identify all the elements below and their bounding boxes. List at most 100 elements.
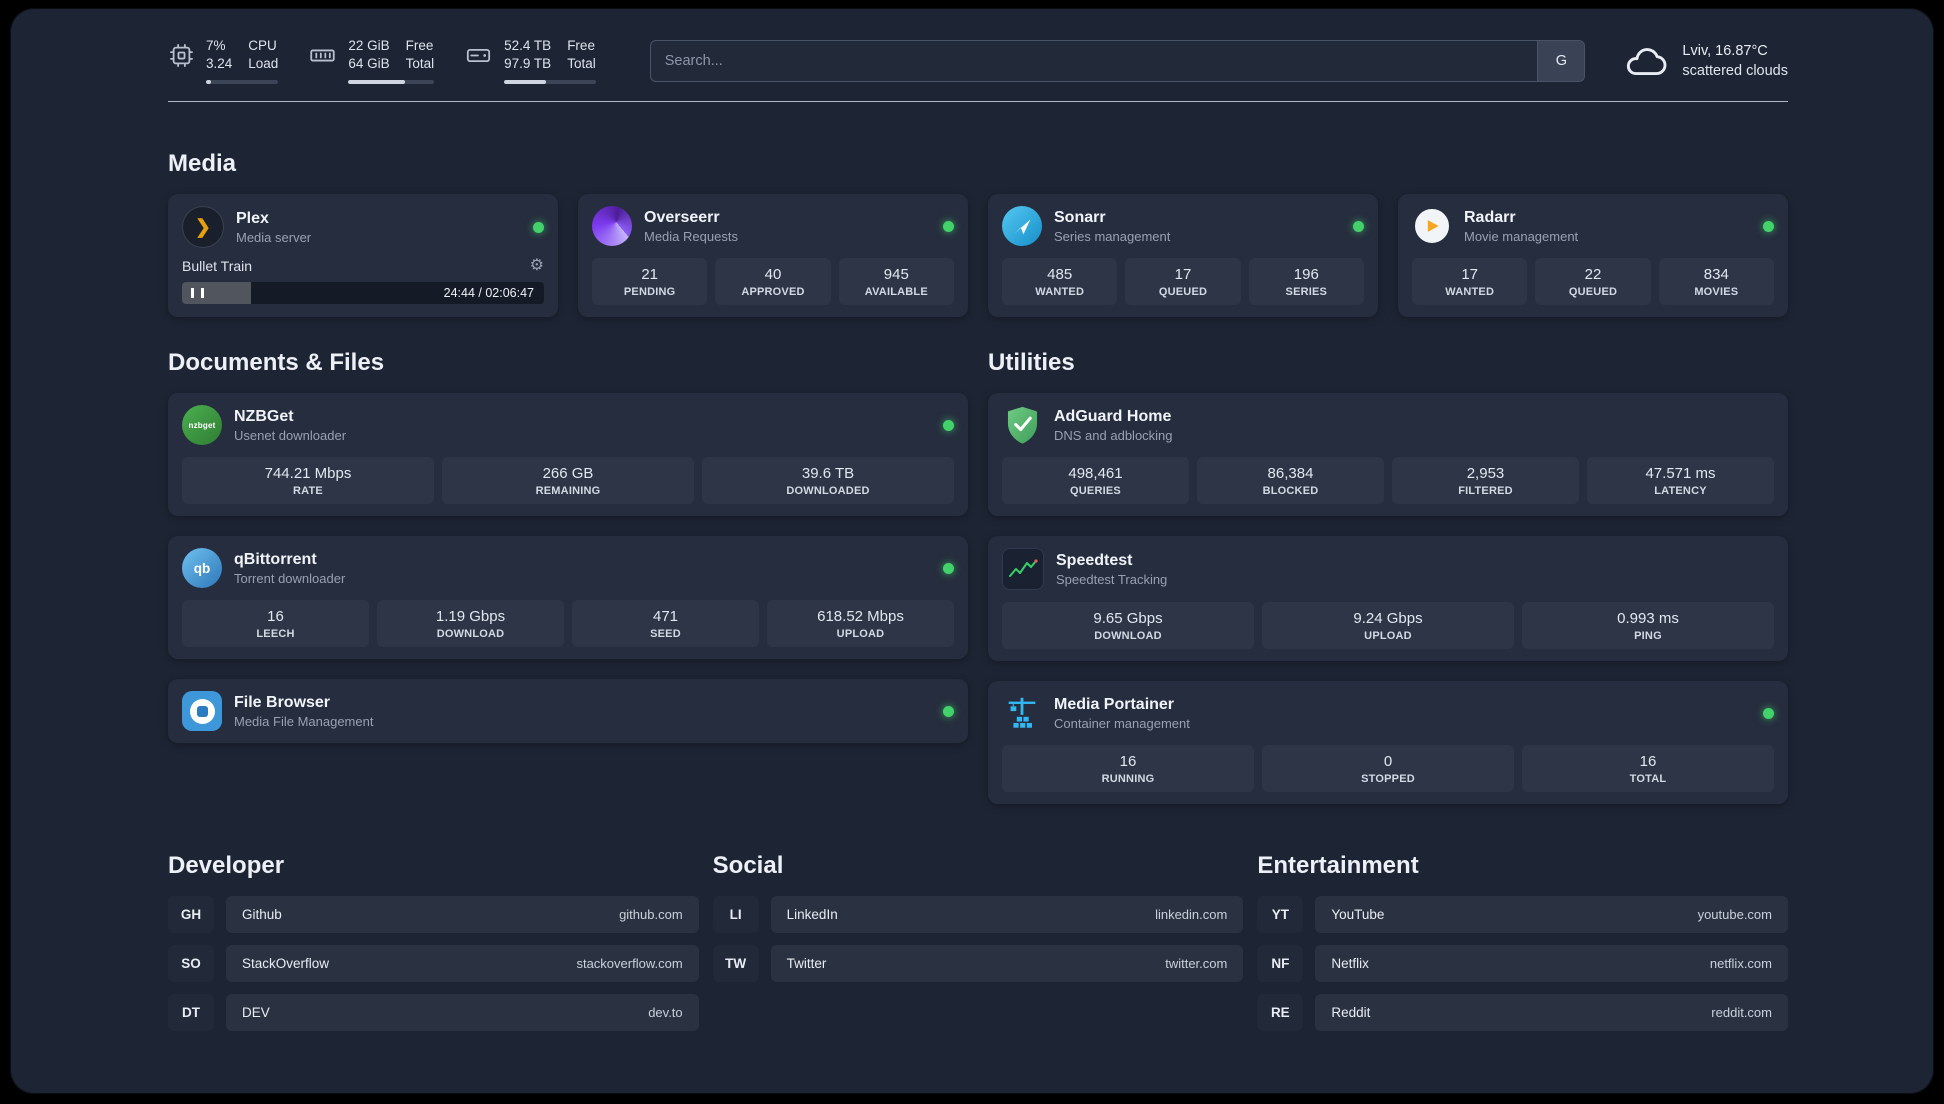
app-name: Plex bbox=[236, 209, 269, 227]
section-title-utilities: Utilities bbox=[988, 349, 1075, 376]
playback-progress-bar[interactable]: 24:44 / 02:06:47 bbox=[182, 282, 544, 304]
sonarr-icon bbox=[1002, 206, 1042, 246]
search-input[interactable] bbox=[650, 41, 1538, 81]
app-description: Media File Management bbox=[234, 713, 374, 729]
bookmark-link[interactable]: YouTube youtube.com bbox=[1315, 896, 1788, 933]
bookmark-dev: DT DEV dev.to bbox=[168, 994, 699, 1031]
app-name: AdGuard Home bbox=[1054, 407, 1172, 425]
stat-running: 16 RUNNING bbox=[1002, 745, 1254, 792]
reddit-icon: RE bbox=[1257, 994, 1304, 1031]
status-dot bbox=[943, 705, 954, 717]
speedtest-icon bbox=[1002, 548, 1044, 590]
app-name: qBittorrent bbox=[234, 550, 317, 568]
stat-downloaded: 39.6 TB DOWNLOADED bbox=[702, 457, 954, 504]
app-name: NZBGet bbox=[234, 407, 294, 425]
weather-condition: scattered clouds bbox=[1682, 63, 1788, 79]
cpu-progress-bar bbox=[206, 79, 279, 84]
stat-leech: 16 LEECH bbox=[182, 600, 369, 647]
cpu-icon bbox=[170, 44, 193, 68]
plex-icon: ❯ bbox=[182, 206, 224, 248]
app-card-sonarr[interactable]: Sonarr Series management 485 WANTED 17 QUE… bbox=[988, 194, 1378, 317]
portainer-icon bbox=[1002, 693, 1042, 733]
app-name: Overseerr bbox=[644, 208, 720, 226]
app-card-adguard[interactable]: AdGuard Home DNS and adblocking 498,461 Q… bbox=[988, 393, 1788, 516]
section-title-social: Social bbox=[712, 852, 784, 879]
stat-latency: 47.571 ms LATENCY bbox=[1587, 457, 1774, 504]
app-description: Torrent downloader bbox=[234, 570, 346, 586]
overseerr-icon bbox=[592, 206, 632, 246]
stat-filtered: 2,953 FILTERED bbox=[1392, 457, 1579, 504]
app-card-plex[interactable]: ❯ Plex Media server Bullet Train ⚙ 24:44… bbox=[168, 194, 558, 317]
nzbget-icon: nzbget bbox=[182, 405, 222, 445]
bookmark-link[interactable]: Twitter twitter.com bbox=[770, 945, 1244, 982]
bookmark-twitter: TW Twitter twitter.com bbox=[712, 945, 1244, 982]
app-card-radarr[interactable]: Radarr Movie management 17 WANTED 22 QUEUE… bbox=[1398, 194, 1788, 317]
bookmark-reddit: RE Reddit reddit.com bbox=[1257, 994, 1788, 1031]
stat-approved: 40 APPROVED bbox=[715, 258, 831, 305]
stat-movies: 834 MOVIES bbox=[1658, 258, 1774, 305]
stat-upload: 9.24 Gbps UPLOAD bbox=[1262, 602, 1514, 649]
disk-total-label: Total bbox=[567, 56, 596, 71]
bookmark-stackoverflow: SO StackOverflow stackoverflow.com bbox=[168, 945, 699, 982]
status-dot bbox=[943, 220, 954, 232]
stat-wanted: 17 WANTED bbox=[1412, 258, 1528, 305]
stat-total: 16 TOTAL bbox=[1522, 745, 1774, 792]
weather-widget[interactable]: Lviv, 16.87°C scattered clouds bbox=[1623, 41, 1788, 82]
disk-widget: 52.4 TB Free 97.9 TB Total bbox=[464, 38, 596, 84]
app-card-overseerr[interactable]: Overseerr Media Requests 21 PENDING 40 APP… bbox=[578, 194, 968, 317]
status-dot bbox=[1763, 220, 1774, 232]
app-description: Usenet downloader bbox=[234, 427, 347, 443]
section-title-developer: Developer bbox=[168, 852, 285, 879]
netflix-icon: NF bbox=[1257, 945, 1304, 982]
app-card-nzbget[interactable]: nzbget NZBGet Usenet downloader 744.21 M… bbox=[168, 393, 968, 516]
now-playing-title: Bullet Train bbox=[182, 258, 253, 274]
status-dot bbox=[533, 221, 544, 233]
stat-series: 196 SERIES bbox=[1248, 258, 1364, 305]
bookmark-link[interactable]: Netflix netflix.com bbox=[1315, 945, 1788, 982]
bookmark-link[interactable]: LinkedIn linkedin.com bbox=[770, 896, 1244, 933]
app-description: Media server bbox=[236, 229, 312, 245]
app-name: Speedtest bbox=[1056, 551, 1133, 569]
adguard-icon bbox=[1002, 405, 1042, 445]
bookmark-link[interactable]: DEV dev.to bbox=[226, 994, 699, 1031]
app-card-qbittorrent[interactable]: qb qBittorrent Torrent downloader 16 LEEC… bbox=[168, 536, 968, 659]
status-dot bbox=[943, 562, 954, 574]
ram-icon bbox=[310, 49, 335, 62]
playback-time: 24:44 / 02:06:47 bbox=[443, 286, 534, 300]
app-name: File Browser bbox=[234, 693, 331, 711]
app-card-speedtest[interactable]: Speedtest Speedtest Tracking 9.65 Gbps DO… bbox=[988, 536, 1788, 661]
bookmark-link[interactable]: StackOverflow stackoverflow.com bbox=[226, 945, 699, 982]
topbar-divider bbox=[168, 101, 1788, 102]
stackoverflow-icon: SO bbox=[168, 945, 214, 982]
disk-free-value: 52.4 TB bbox=[504, 38, 552, 54]
bookmark-github: GH Github github.com bbox=[168, 896, 699, 933]
disk-icon bbox=[467, 49, 491, 63]
cpu-widget: 7% CPU 3.24 Load bbox=[168, 38, 279, 84]
stat-remaining: 266 GB REMAINING bbox=[442, 457, 694, 504]
stat-upload: 618.52 Mbps UPLOAD bbox=[767, 600, 954, 647]
stat-ping: 0.993 ms PING bbox=[1522, 602, 1774, 649]
app-name: Radarr bbox=[1464, 208, 1516, 226]
app-description: Speedtest Tracking bbox=[1056, 571, 1168, 587]
app-description: Movie management bbox=[1464, 228, 1579, 244]
app-description: Container management bbox=[1054, 715, 1190, 731]
app-card-portainer[interactable]: Media Portainer Container management 16 R… bbox=[988, 681, 1788, 804]
disk-progress-bar bbox=[504, 79, 596, 84]
bookmark-youtube: YT YouTube youtube.com bbox=[1257, 896, 1788, 933]
github-icon: GH bbox=[168, 896, 214, 933]
pause-button[interactable] bbox=[191, 288, 204, 298]
search-provider-button[interactable]: G bbox=[1537, 41, 1585, 81]
stat-seed: 471 SEED bbox=[572, 600, 759, 647]
youtube-icon: YT bbox=[1257, 896, 1304, 933]
status-dot bbox=[1353, 220, 1364, 232]
bookmark-link[interactable]: Github github.com bbox=[226, 896, 699, 933]
disk-free-label: Free bbox=[567, 38, 595, 54]
gear-icon[interactable]: ⚙ bbox=[529, 257, 544, 274]
stat-download: 1.19 Gbps DOWNLOAD bbox=[377, 600, 564, 647]
stat-wanted: 485 WANTED bbox=[1002, 258, 1118, 305]
bookmark-link[interactable]: Reddit reddit.com bbox=[1315, 994, 1788, 1031]
stat-queued: 17 QUEUED bbox=[1125, 258, 1241, 305]
app-card-filebrowser[interactable]: File Browser Media File Management bbox=[168, 679, 968, 743]
section-title-documents: Documents & Files bbox=[168, 349, 385, 376]
dev-icon: DT bbox=[168, 994, 214, 1031]
